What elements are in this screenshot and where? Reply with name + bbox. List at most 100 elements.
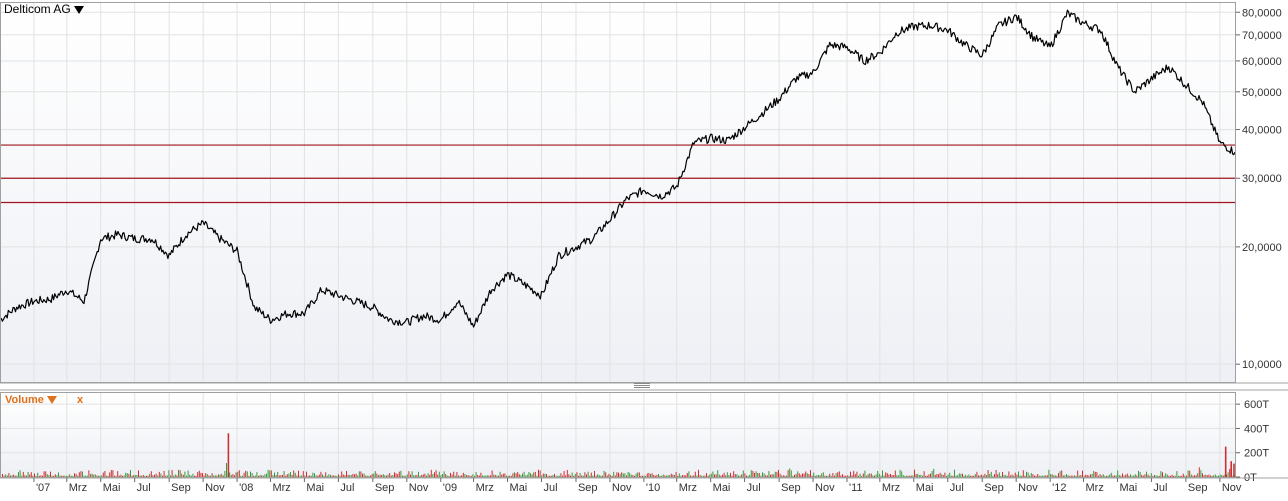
volume-bar <box>750 470 752 477</box>
volume-bar <box>1024 475 1026 477</box>
volume-bar <box>846 475 848 477</box>
volume-bar <box>752 470 754 477</box>
volume-bar <box>1152 475 1154 477</box>
volume-bar <box>454 475 456 477</box>
volume-bar <box>379 474 381 477</box>
price-y-tick-label: 40,0000 <box>1242 125 1282 137</box>
volume-bar <box>491 470 493 477</box>
volume-bar <box>773 474 775 477</box>
volume-bar <box>997 474 999 477</box>
volume-bar <box>462 472 464 477</box>
volume-bar <box>950 475 952 477</box>
volume-bar <box>518 474 520 477</box>
volume-bar <box>389 473 391 477</box>
volume-bar <box>432 474 434 477</box>
volume-bar <box>578 475 579 477</box>
volume-bar <box>466 475 467 477</box>
volume-bar <box>1208 474 1210 477</box>
volume-bar <box>390 475 392 477</box>
volume-bar <box>1216 475 1218 477</box>
volume-bar <box>1080 475 1082 477</box>
volume-bar <box>408 471 410 477</box>
instrument-selector[interactable]: Delticom AG <box>4 2 84 16</box>
volume-indicator-selector[interactable]: Volume <box>5 394 57 406</box>
volume-bar <box>744 473 746 477</box>
x-axis-tick-label: Nov <box>815 482 835 494</box>
volume-bar <box>826 475 827 477</box>
volume-bar <box>699 475 701 477</box>
price-panel: 10,0000 20,0000 30,0000 40,0000 50,0000 60,00… <box>0 2 1288 391</box>
volume-close-button[interactable]: x <box>77 394 84 406</box>
volume-bar <box>323 475 325 477</box>
volume-label: Volume <box>5 394 44 406</box>
volume-bar <box>147 475 149 477</box>
volume-bar <box>1149 475 1151 477</box>
volume-bar <box>475 472 477 477</box>
panel-resize-handle[interactable] <box>634 383 650 389</box>
volume-bar <box>418 471 419 477</box>
volume-bar <box>595 475 597 477</box>
volume-bar <box>107 475 109 477</box>
volume-bar <box>35 475 37 477</box>
volume-bar <box>1026 471 1027 477</box>
volume-bar <box>917 473 919 477</box>
x-axis-tick-label: Mai <box>306 482 324 494</box>
volume-bar <box>942 475 944 477</box>
volume-bar <box>120 474 122 477</box>
volume-bar <box>1163 475 1165 477</box>
volume-bar <box>51 475 53 477</box>
volume-bar <box>216 475 218 477</box>
volume-bar <box>1211 475 1213 477</box>
volume-bar <box>1184 475 1186 477</box>
volume-bar <box>979 475 981 477</box>
volume-bar <box>187 470 189 477</box>
volume-bar <box>264 474 266 477</box>
volume-bar <box>347 474 349 477</box>
volume-bar <box>1030 473 1032 477</box>
volume-bar <box>350 475 352 477</box>
volume-bar <box>1182 473 1184 477</box>
volume-bar <box>1210 475 1211 477</box>
x-axis-tick-label: Sep <box>984 482 1004 494</box>
volume-bar <box>949 472 951 477</box>
volume-bar <box>261 475 263 477</box>
volume-bar <box>976 471 978 477</box>
volume-bar <box>298 470 299 477</box>
volume-bar <box>197 472 199 477</box>
volume-bar <box>906 475 907 477</box>
volume-bar <box>1098 475 1099 477</box>
volume-bar <box>843 475 845 477</box>
volume-bar <box>712 471 714 477</box>
volume-bar <box>810 470 811 477</box>
volume-bar <box>1165 473 1167 477</box>
volume-bar <box>280 475 282 477</box>
volume-bar <box>1205 474 1207 477</box>
volume-bar <box>46 474 48 477</box>
volume-bar <box>131 475 133 477</box>
volume-bar <box>376 473 378 477</box>
volume-bar <box>118 475 120 477</box>
volume-bar <box>349 474 351 477</box>
volume-bar <box>416 475 418 477</box>
volume-bar <box>994 474 995 477</box>
volume-bar <box>330 474 331 477</box>
volume-bar <box>848 475 850 477</box>
volume-bar <box>560 473 562 477</box>
volume-bar <box>523 471 525 477</box>
volume-bar <box>374 471 376 477</box>
volume-bar <box>405 475 407 477</box>
volume-bar <box>549 475 551 477</box>
volume-bar <box>910 475 912 477</box>
volume-bar <box>1195 475 1197 477</box>
volume-bar <box>1170 475 1171 477</box>
volume-bar <box>838 471 840 477</box>
volume-bar <box>670 473 672 477</box>
volume-bar <box>658 474 659 477</box>
volume-bar <box>707 475 709 477</box>
volume-bar <box>1229 468 1231 477</box>
volume-bar <box>1045 475 1047 477</box>
volume-bar <box>1058 473 1059 477</box>
volume-bar <box>592 475 594 477</box>
volume-bar <box>446 475 448 477</box>
volume-bar <box>645 475 647 477</box>
